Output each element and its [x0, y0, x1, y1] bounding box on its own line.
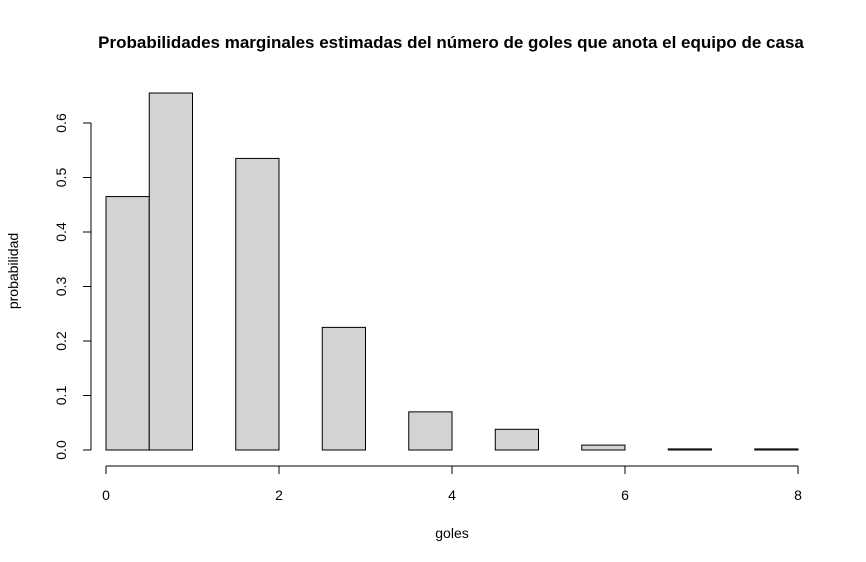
y-axis-label: probabilidad: [5, 233, 21, 309]
y-tick-label: 0.4: [53, 222, 69, 242]
y-tick-label: 0.2: [53, 331, 69, 351]
y-tick-label: 0.5: [53, 168, 69, 188]
y-tick-label: 0.1: [53, 386, 69, 406]
y-tick-label: 0.0: [53, 440, 69, 460]
histogram-bar: [105, 196, 150, 451]
x-tick-label: 6: [621, 487, 629, 503]
histogram-bar: [408, 411, 453, 451]
y-tick-label: 0.3: [53, 277, 69, 297]
histogram-bar: [494, 428, 539, 451]
x-tick-label: 8: [794, 487, 802, 503]
x-tick-label: 4: [448, 487, 456, 503]
y-tick-label: 0.6: [53, 113, 69, 133]
histogram-bar: [667, 448, 712, 451]
chart-title: Probabilidades marginales estimadas del …: [98, 33, 804, 52]
histogram-bar: [148, 92, 193, 451]
x-tick-label: 2: [275, 487, 283, 503]
x-axis-label: goles: [435, 525, 468, 541]
histogram-bar: [581, 444, 626, 451]
histogram-bar: [321, 326, 366, 451]
histogram-bar: [235, 157, 280, 451]
x-tick-label: 0: [102, 487, 110, 503]
x-axis: 0 2 4 6 8: [102, 465, 802, 503]
y-axis: 0.0 0.1 0.2 0.3 0.4 0.5 0.6: [53, 113, 92, 460]
histogram-bar: [754, 448, 799, 451]
bars-group: [105, 92, 799, 451]
